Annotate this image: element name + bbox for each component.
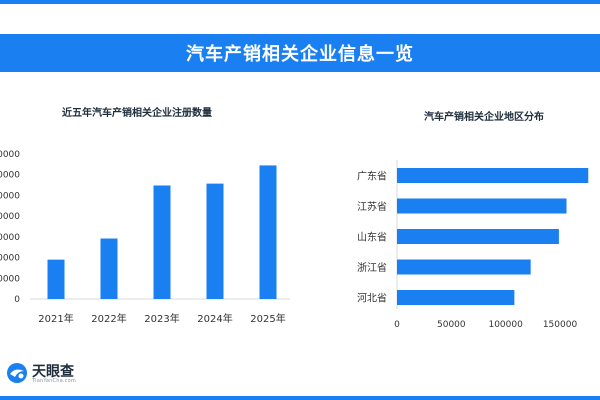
left-bar (206, 183, 224, 299)
right-y-tick-label: 江苏省 (357, 200, 387, 213)
right-y-tick-label: 山东省 (357, 231, 387, 244)
right-y-tick-label: 河北省 (357, 292, 387, 305)
right-x-tick-label: 50000 (437, 320, 466, 330)
left-bar (100, 238, 118, 299)
left-chart-x-axis: 2021年 2022年 2023年 2024年 2025年 (38, 312, 285, 325)
right-x-tick-label: 150000 (543, 320, 578, 330)
left-y-tick-label: 0 (14, 295, 20, 305)
left-chart-title: 近五年汽车产销相关企业注册数量 (62, 106, 212, 119)
left-bar (153, 185, 171, 299)
tianyancha-logo: 天眼查 TianYanCha.com (6, 360, 116, 388)
left-bar (259, 165, 277, 299)
left-x-tick-label: 2021年 (38, 312, 73, 325)
left-y-tick-label: 500000 (0, 191, 20, 201)
left-chart-y-axis: 700000 600000 500000 400000 300000 200000 1000… (0, 150, 20, 305)
right-chart-title: 汽车产销相关企业地区分布 (424, 110, 544, 123)
left-y-tick-label: 600000 (0, 171, 20, 181)
right-bar (397, 198, 567, 214)
left-y-tick-label: 400000 (0, 212, 20, 222)
left-y-tick-label: 200000 (0, 254, 20, 264)
right-x-tick-label: 100000 (488, 320, 523, 330)
top-accent-strip (0, 0, 600, 4)
left-x-tick-label: 2023年 (144, 312, 179, 325)
right-y-tick-label: 浙江省 (357, 261, 387, 274)
logo-subtitle: TianYanCha.com (32, 378, 76, 384)
left-chart-bars (47, 165, 277, 299)
logo-name: 天眼查 (32, 364, 74, 380)
page-title: 汽车产销相关企业信息一览 (186, 44, 414, 65)
left-bar (47, 259, 65, 299)
left-y-tick-label: 700000 (0, 150, 20, 160)
right-chart-bars (397, 168, 589, 305)
right-bar (397, 290, 515, 305)
page-title-banner: 汽车产销相关企业信息一览 (0, 34, 600, 72)
bottom-accent-strip (0, 396, 600, 400)
right-bar (397, 168, 589, 183)
right-bar (397, 229, 559, 244)
left-x-tick-label: 2024年 (197, 312, 232, 325)
right-x-tick-label: 0 (394, 320, 400, 330)
left-y-tick-label: 300000 (0, 233, 20, 243)
logo-icon (7, 363, 27, 383)
left-x-tick-label: 2025年 (250, 312, 285, 325)
right-bar (397, 259, 531, 275)
left-y-tick-label: 100000 (0, 274, 20, 284)
left-x-tick-label: 2022年 (91, 312, 126, 325)
right-chart-x-axis: 0 50000 100000 150000 (394, 320, 577, 330)
right-y-tick-label: 广东省 (357, 170, 387, 183)
